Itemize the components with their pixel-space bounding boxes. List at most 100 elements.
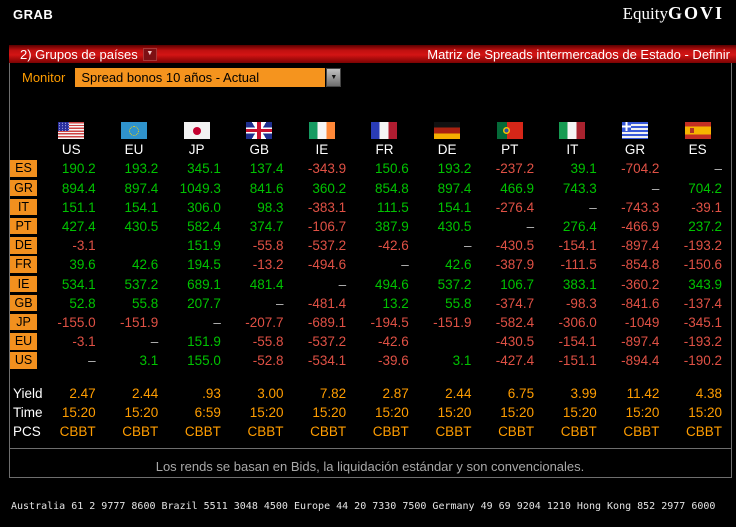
matrix-cell: -704.2 [621,161,660,177]
matrix-cell: -343.9 [307,161,347,177]
flag-es-icon [684,122,711,139]
matrix-cell: 237.2 [688,218,722,234]
matrix-cell: 1049.3 [179,180,221,196]
matrix-column-header: EU [124,142,144,158]
matrix-cell: -374.7 [495,295,535,311]
matrix-column-header: PT [501,142,519,158]
matrix-cell: -111.5 [560,257,597,273]
flag-cell [165,121,228,140]
flag-cell [541,121,604,140]
matrix-cell: 151.9 [187,334,221,350]
stat-cell: CBBT [184,424,221,440]
matrix-cell: – [150,334,159,350]
matrix-cell: 854.8 [375,180,409,196]
stat-cell: 6:59 [194,405,221,421]
country-groups-menu-button[interactable]: 2) Grupos de países ▼ [9,47,157,62]
matrix-cell: 190.2 [61,161,96,177]
stat-cell: CBBT [435,424,472,440]
matrix-column-header: JP [188,142,205,158]
stat-cell: CBBT [122,424,159,440]
flag-de-icon [434,122,461,139]
matrix-row-label-cell: GR [10,179,40,198]
stat-cell: 3.00 [257,386,284,401]
matrix-row-label-cell: GB [10,294,40,313]
matrix-row-label: FR [10,256,37,273]
matrix-cell: -150.6 [683,257,722,273]
stat-cell: 3.99 [570,386,597,401]
matrix-cell: 430.5 [124,218,159,234]
stat-cell: 11.42 [626,386,660,401]
stat-cell: 15:20 [688,405,722,421]
matrix-cell: -306.0 [558,314,597,330]
matrix-row-label: PT [10,217,37,235]
matrix-cell: 154.1 [124,199,159,215]
matrix-cell: 111.5 [377,199,409,215]
matrix-cell: -39.1 [691,199,722,215]
stat-cell: CBBT [59,424,96,440]
matrix-cell: -52.8 [252,353,284,369]
matrix-cell: 55.8 [445,295,472,311]
stat-cell: CBBT [310,424,347,440]
matrix-row-label-cell: US [10,351,40,370]
matrix-cell: -897.4 [621,334,660,350]
flag-fr-icon [371,122,398,139]
matrix-column-header: ES [688,142,707,158]
monitor-dropdown-value[interactable]: Spread bonos 10 años - Actual [75,68,326,87]
stat-cell: 15:20 [625,405,660,421]
stat-cell: 15:20 [500,405,535,421]
matrix-cell: -193.2 [683,238,722,254]
matrix-cell: -537.2 [307,334,347,350]
chevron-down-icon[interactable]: ▼ [142,47,157,61]
stat-cell: CBBT [560,424,597,440]
matrix-corner [10,121,40,140]
flag-cell [228,121,291,140]
monitor-dropdown[interactable]: Spread bonos 10 años - Actual ▼ [75,68,342,87]
matrix-cell: -430.5 [495,334,535,350]
matrix-cell: -387.9 [495,257,535,273]
matrix-row-label: ES [10,160,37,177]
matrix-cell: – [714,161,722,177]
stat-cell: 2.47 [69,386,96,401]
matrix-cell: – [651,180,660,196]
country-groups-menu-label: 2) Grupos de países [20,46,138,62]
matrix-cell: -55.8 [252,238,284,254]
matrix-cell: -743.3 [621,199,660,215]
matrix-cell: 3.1 [452,353,472,369]
matrix-cell: -55.8 [252,334,284,350]
matrix-cell: -894.4 [621,353,660,369]
matrix-cell: 537.2 [437,276,472,292]
stat-cell: 7.82 [319,386,347,401]
matrix-cell: 154.1 [437,199,472,215]
page-title: Matriz de Spreads intermercados de Estad… [427,46,730,62]
matrix-cell: 151.9 [187,238,221,254]
matrix-cell: -13.2 [252,257,284,273]
matrix-cell: -237.2 [495,161,535,177]
matrix-row-label: JP [10,313,37,331]
stat-cell: 4.38 [695,386,722,401]
matrix-cell: 42.6 [131,257,159,273]
matrix-row-label-cell: JP [10,313,40,332]
matrix-row-label: EU [10,333,37,350]
flag-cell [478,121,541,140]
matrix-cell: -137.4 [683,295,722,311]
stat-cell: 15:20 [375,405,409,421]
matrix-cell: 427.4 [61,218,96,234]
matrix-cell: 52.8 [69,295,96,311]
matrix-cell: 494.6 [375,276,409,292]
matrix-cell: -345.1 [683,314,722,330]
dropdown-arrow-icon[interactable]: ▼ [326,68,342,87]
matrix-cell [103,236,166,255]
matrix-cell: -154.1 [558,334,597,350]
matrix-cell: -193.2 [683,334,722,350]
matrix-cell: 360.2 [312,180,347,196]
matrix-row-label-cell: IT [10,198,40,217]
brand-govi: GOVI [667,3,724,23]
matrix-cell: 897.4 [437,180,472,196]
matrix-cell: 98.3 [257,199,284,215]
stat-cell: 2.44 [131,386,159,401]
matrix-cell: -155.0 [57,314,96,330]
matrix-row-label: US [10,352,37,369]
matrix-cell: -151.9 [119,314,159,330]
footnote: Los rends se basan en Bids, la liquidaci… [155,459,585,474]
terminal-footer: Australia 61 2 9777 8600 Brazil 5511 304… [11,479,727,527]
